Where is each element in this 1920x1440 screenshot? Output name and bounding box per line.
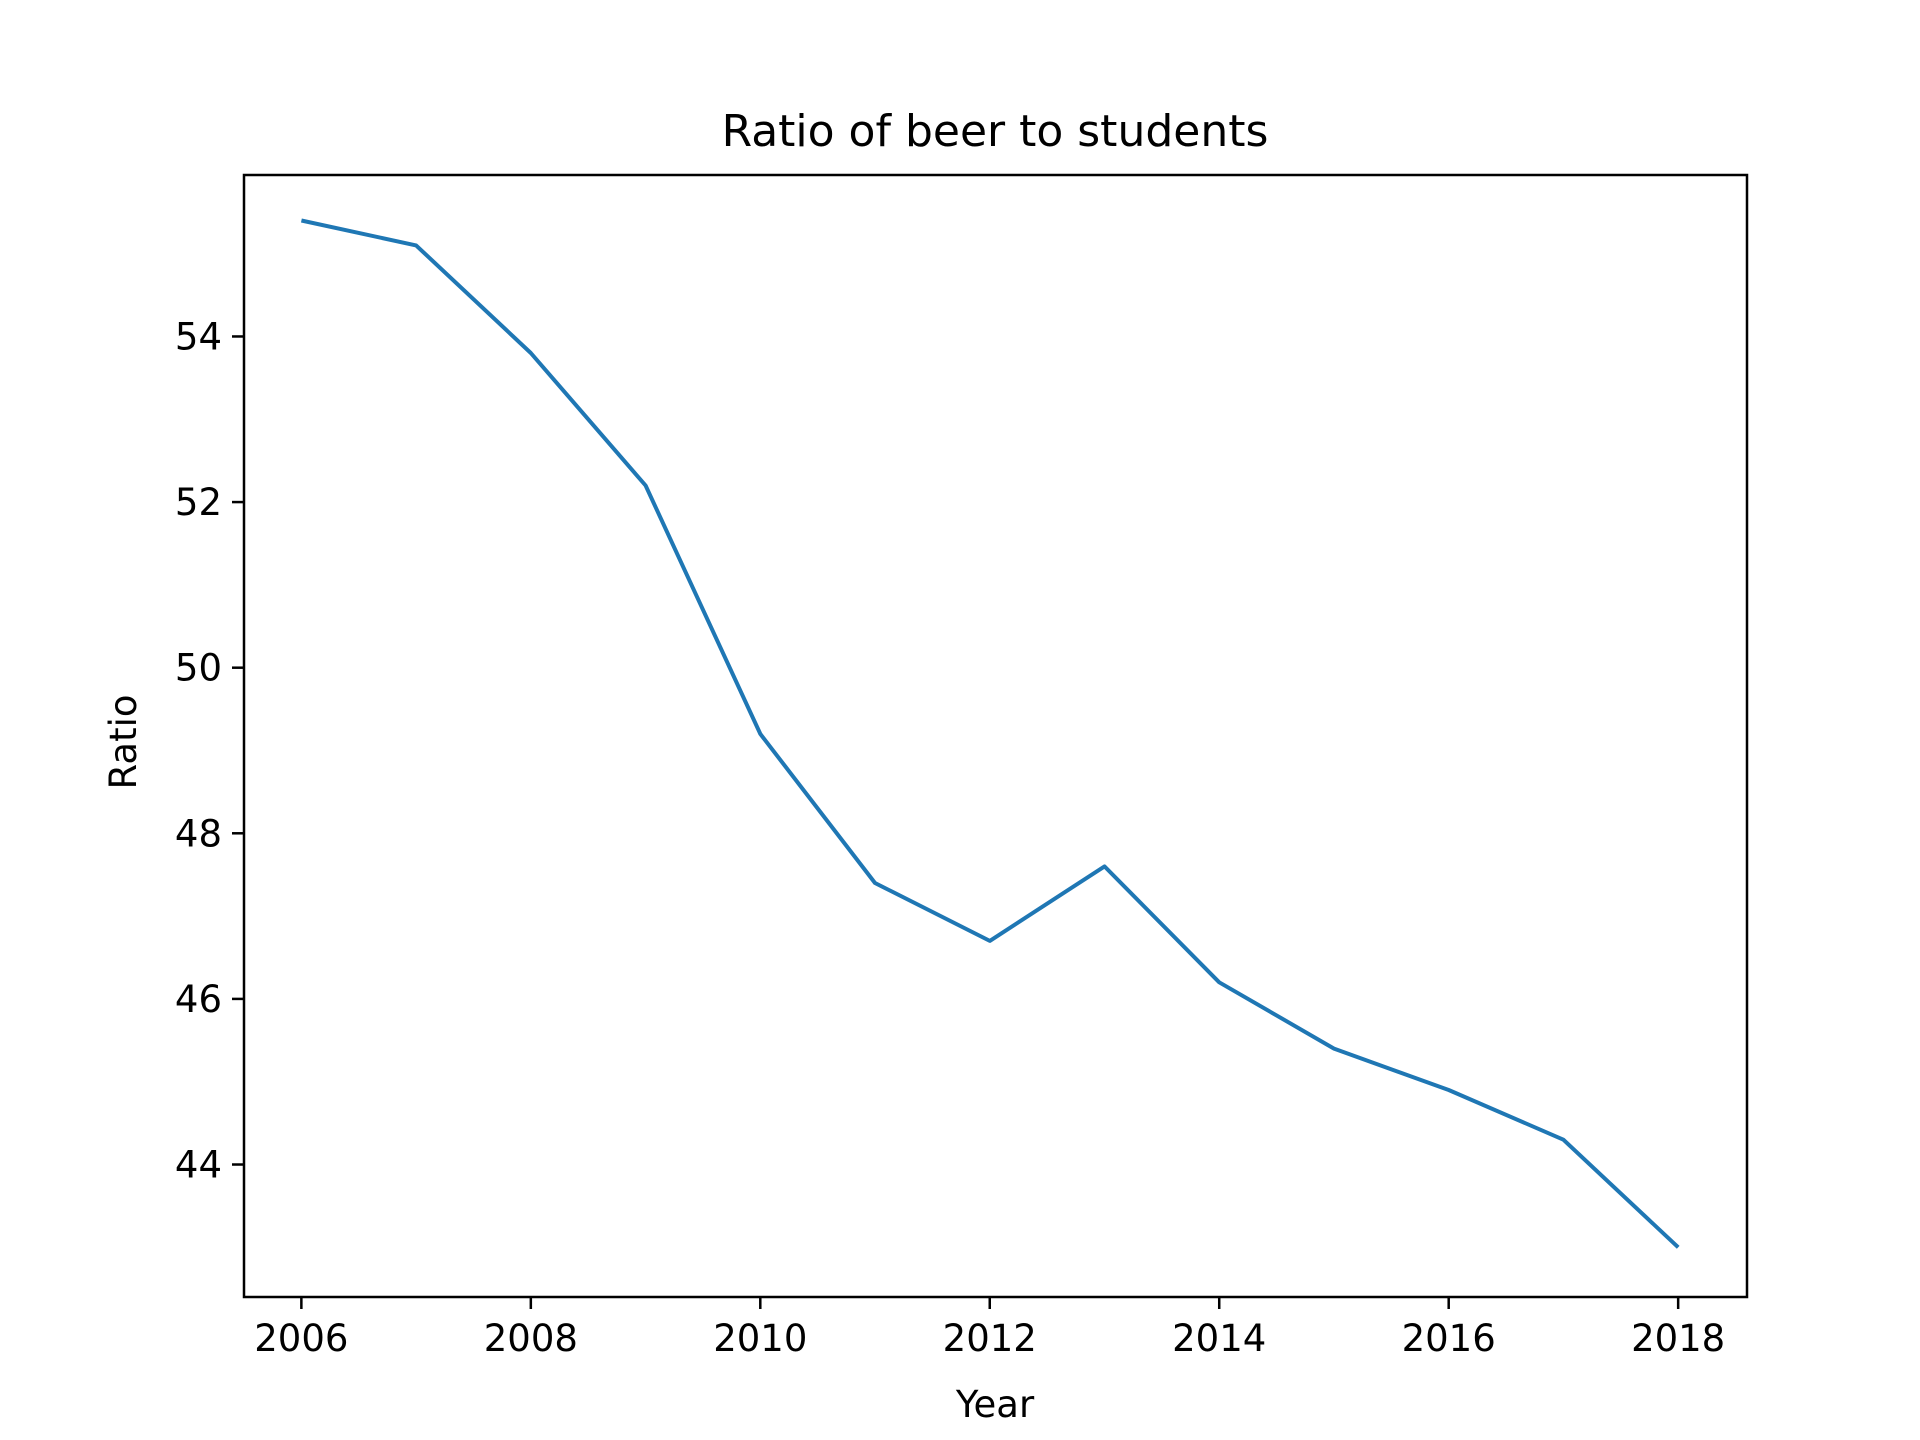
y-tick-label: 50 — [175, 647, 222, 690]
x-axis-label: Year — [955, 1383, 1035, 1426]
x-tick-label: 2006 — [254, 1317, 348, 1360]
x-tick-label: 2008 — [484, 1317, 578, 1360]
plot-area — [300, 218, 1680, 1249]
x-tick-label: 2010 — [713, 1317, 807, 1360]
series-line-ratio — [300, 218, 1680, 1249]
y-axis: 44 46 48 50 52 54 — [175, 315, 244, 1187]
y-axis-label: Ratio — [102, 695, 145, 790]
x-tick-label: 2014 — [1172, 1317, 1266, 1360]
x-tick-label: 2016 — [1402, 1317, 1496, 1360]
y-tick-label: 46 — [175, 978, 222, 1021]
y-tick-label: 48 — [175, 812, 222, 855]
x-axis: 2006 2008 2010 2012 2014 2016 2018 — [254, 1297, 1725, 1360]
chart-title: Ratio of beer to students — [722, 106, 1269, 157]
plot-frame — [242, 173, 1749, 1299]
y-tick-label: 52 — [175, 481, 222, 524]
y-tick-label: 54 — [175, 315, 222, 358]
x-tick-label: 2018 — [1631, 1317, 1725, 1360]
x-tick-label: 2012 — [943, 1317, 1037, 1360]
y-tick-label: 44 — [175, 1144, 222, 1187]
